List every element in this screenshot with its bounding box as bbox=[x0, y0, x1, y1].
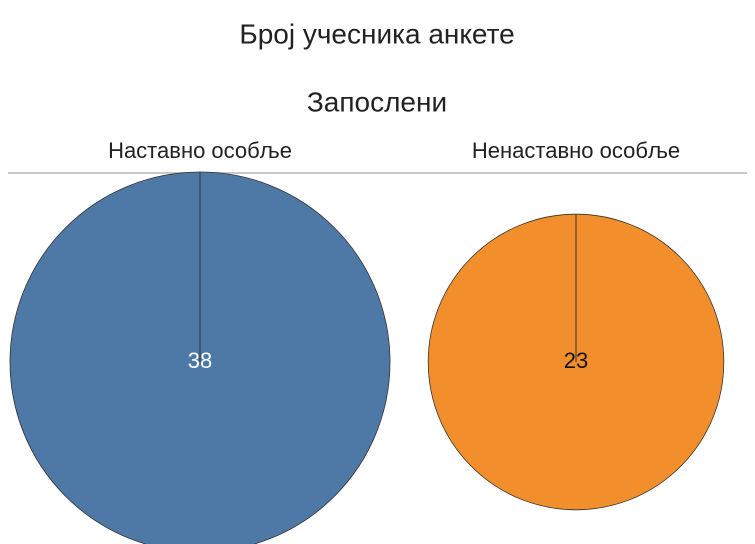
value-label: 23 bbox=[564, 348, 588, 373]
category-label: Ненаставно особље bbox=[472, 138, 680, 163]
value-label: 38 bbox=[188, 348, 212, 373]
chart-subtitle: Запослени bbox=[307, 86, 447, 117]
category-label: Наставно особље bbox=[108, 138, 292, 163]
chart-title: Број учесника анкете bbox=[239, 18, 514, 49]
